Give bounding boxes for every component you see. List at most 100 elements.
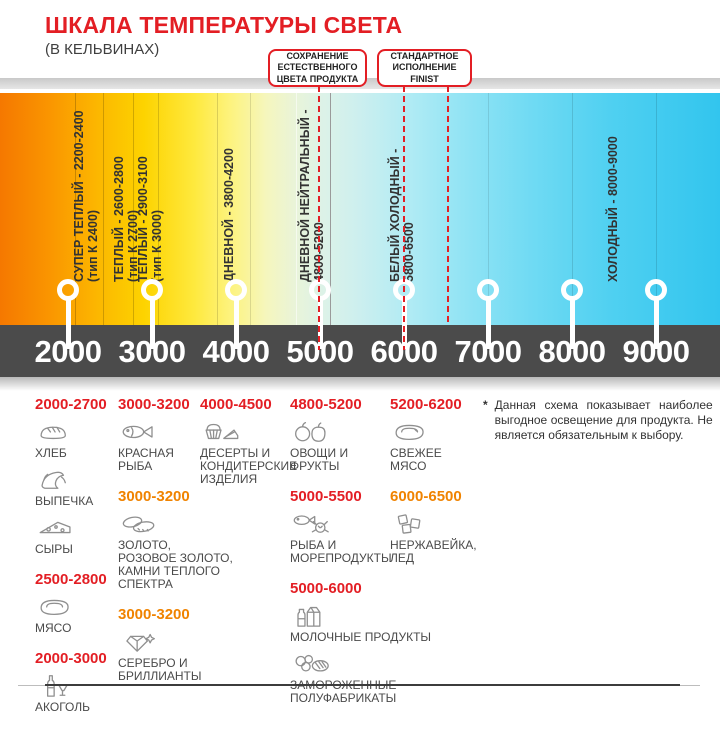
product-item: ХЛЕБ <box>35 418 77 460</box>
callout-preserve-color: СОХРАНЕНИЕ ЕСТЕСТВЕННОГО ЦВЕТА ПРОДУКТА <box>268 49 367 87</box>
product-column: 2000-2700 ХЛЕБ ВЫПЕЧКА СЫРЫ 2500-2800 МЯСО 200… <box>35 396 107 729</box>
product-group: 3000-3200 СЕРЕБРО И БРИЛЛИАНТЫ <box>118 606 202 689</box>
axis-bar <box>0 325 720 377</box>
product-item: ДЕСЕРТЫ И КОНДИТЕРСКИЕ ИЗДЕЛИЯ <box>200 418 297 486</box>
product-range-heading: 2000-2700 <box>35 396 107 413</box>
frozen-icon <box>290 650 332 676</box>
product-item: ОВОЩИ И ФРУКТЫ <box>290 418 348 473</box>
product-item: СВЕЖЕЕ МЯСО <box>390 418 442 473</box>
product-label: МЯСО <box>35 621 72 635</box>
product-item: КРАСНАЯ РЫБА <box>118 418 174 473</box>
product-group: 5200-6200 СВЕЖЕЕ МЯСО <box>390 396 462 479</box>
fresh-meat-icon <box>390 418 432 444</box>
product-group: 3000-3200 ЗОЛОТО, РОЗОВОЕ ЗОЛОТО, КАМНИ Т… <box>118 488 233 597</box>
axis-tick-label: 8000 <box>538 334 606 369</box>
product-item: ЗАМОРОЖЕННЫЕ ПОЛУФАБРИКАТЫ <box>290 650 396 705</box>
callout-line: СОХРАНЕНИЕ <box>286 51 349 62</box>
segment-separator-line <box>133 93 134 325</box>
product-range-heading: 4800-5200 <box>290 396 362 413</box>
fruits-icon <box>290 418 332 444</box>
segment-label-main: БЕЛЫЙ ХОЛОДНЫЙ - <box>388 148 402 282</box>
tick-circle <box>225 279 247 301</box>
footnote: * Данная схема показывает наиболее выгод… <box>483 398 715 443</box>
product-label: СЕРЕБРО И БРИЛЛИАНТЫ <box>118 656 202 683</box>
product-item: СЫРЫ <box>35 514 77 556</box>
tick-stem <box>317 298 323 349</box>
red-dashed-line <box>403 86 405 350</box>
product-label: АКОГОЛЬ <box>35 700 90 714</box>
product-group: 6000-6500 НЕРЖАВЕЙКА, ЛЕД <box>390 488 477 571</box>
product-group: 4800-5200 ОВОЩИ И ФРУКТЫ <box>290 396 362 479</box>
product-group: 5000-6000 МОЛОЧНЫЕ ПРОДУКТЫ ЗАМОРОЖЕННЫЕ П… <box>290 580 431 711</box>
red-dashed-line <box>318 86 320 350</box>
segment-label: СУПЕР ТЕПЛЫЙ - 2200-2400 (тип К 2400) <box>72 110 100 282</box>
segment-label-sub: (тип К 2400) <box>86 209 100 282</box>
tick-stem <box>65 298 71 349</box>
tick-circle <box>645 279 667 301</box>
croissant-icon <box>35 466 77 492</box>
product-range-heading: 4000-4500 <box>200 396 272 413</box>
axis-tick-label: 5000 <box>286 334 354 369</box>
product-range-heading: 3000-3200 <box>118 606 190 623</box>
meat-icon <box>35 593 77 619</box>
callout-line: ЕСТЕСТВЕННОГО <box>277 62 358 73</box>
product-range-heading: 5000-6000 <box>290 580 362 597</box>
callout-line: FINIST <box>410 73 439 84</box>
product-column: 3000-3200 КРАСНАЯ РЫБА 3000-3200 ЗОЛОТО, РО… <box>118 396 233 698</box>
segment-separator-line <box>656 93 657 325</box>
ice-icon <box>390 510 432 536</box>
product-label: ЗОЛОТО, РОЗОВОЕ ЗОЛОТО, КАМНИ ТЕПЛОГО СП… <box>118 538 233 591</box>
product-range-heading: 5200-6200 <box>390 396 462 413</box>
product-item: АКОГОЛЬ <box>35 672 90 714</box>
product-item: ВЫПЕЧКА <box>35 466 93 508</box>
red-dashed-line <box>447 86 449 326</box>
segment-separator-line <box>158 93 159 325</box>
product-column: 4000-4500 ДЕСЕРТЫ И КОНДИТЕРСКИЕ ИЗДЕЛИЯ <box>200 396 297 501</box>
product-label: ВЫПЕЧКА <box>35 494 94 508</box>
product-label: ДЕСЕРТЫ И КОНДИТЕРСКИЕ ИЗДЕЛИЯ <box>200 446 298 486</box>
product-label: МОЛОЧНЫЕ ПРОДУКТЫ <box>290 630 432 644</box>
product-group: 4000-4500 ДЕСЕРТЫ И КОНДИТЕРСКИЕ ИЗДЕЛИЯ <box>200 396 297 492</box>
product-label: КРАСНАЯ РЫБА <box>118 446 174 473</box>
tick-stem <box>149 298 155 349</box>
segment-label-main: ТЕПЛЫЙ - 2900-3100 <box>136 156 150 282</box>
product-range-heading: 2500-2800 <box>35 571 107 588</box>
product-range-heading: 2000-3000 <box>35 650 107 667</box>
product-group: 5000-5500 РЫБА И МОРЕПРОДУКТЫ <box>290 488 392 571</box>
product-group: 2500-2800 МЯСО <box>35 571 107 641</box>
axis-tick-label: 2000 <box>34 334 102 369</box>
bottom-divider <box>45 684 680 686</box>
callout-line: СТАНДАРТНОЕ <box>390 51 459 62</box>
fish-icon <box>118 418 160 444</box>
product-label: ЗАМОРОЖЕННЫЕ ПОЛУФАБРИКАТЫ <box>290 679 397 705</box>
segment-label-main: ХОЛОДНЫЙ - 8000-9000 <box>606 136 620 282</box>
page-title: ШКАЛА ТЕМПЕРАТУРЫ СВЕТА <box>45 12 403 38</box>
segment-separator-line <box>572 93 573 325</box>
rings-icon <box>118 510 160 536</box>
product-label: ХЛЕБ <box>35 446 67 460</box>
axis-tick-label: 9000 <box>622 334 690 369</box>
product-label: РЫБА И МОРЕПРОДУКТЫ <box>290 538 392 565</box>
product-item: СЕРЕБРО И БРИЛЛИАНТЫ <box>118 628 202 683</box>
product-range-heading: 6000-6500 <box>390 488 462 505</box>
product-item: РЫБА И МОРЕПРОДУКТЫ <box>290 510 392 565</box>
product-range-heading: 3000-3200 <box>118 488 190 505</box>
product-item: МОЛОЧНЫЕ ПРОДУКТЫ <box>290 602 431 644</box>
axis-tick-label: 3000 <box>118 334 186 369</box>
product-label: СЫРЫ <box>35 542 73 556</box>
footnote-asterisk: * <box>483 398 488 412</box>
product-group: 3000-3200 КРАСНАЯ РЫБА <box>118 396 190 479</box>
segment-separator-line <box>75 93 76 325</box>
tick-stem <box>569 298 575 349</box>
tick-stem <box>233 298 239 349</box>
segment-label-main: ТЕПЛЫЙ - 2600-2800 <box>112 156 126 282</box>
axis-tick-label: 4000 <box>202 334 270 369</box>
tick-stem <box>485 298 491 349</box>
segment-label-main: ДНЕВНОЙ - 3800-4200 <box>222 148 236 282</box>
footnote-text: Данная схема показывает наиболее выгодно… <box>494 398 713 442</box>
product-item: ЗОЛОТО, РОЗОВОЕ ЗОЛОТО, КАМНИ ТЕПЛОГО СП… <box>118 510 233 591</box>
product-label: НЕРЖАВЕЙКА, ЛЕД <box>390 538 477 565</box>
callout-line: ЦВЕТА ПРОДУКТА <box>276 73 359 84</box>
cheese-icon <box>35 514 77 540</box>
product-label: СВЕЖЕЕ МЯСО <box>390 446 442 473</box>
